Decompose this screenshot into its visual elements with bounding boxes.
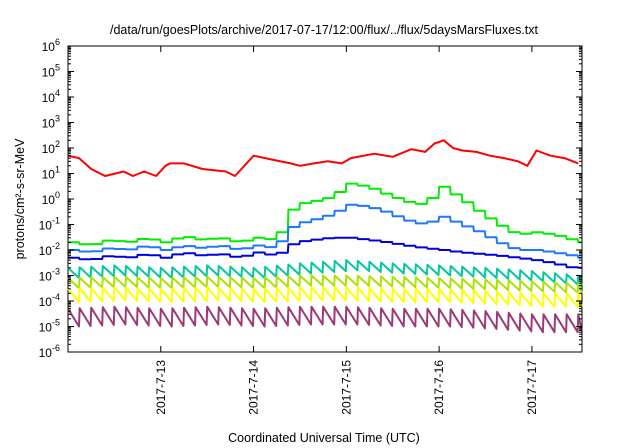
- y-tick-label: 10-6: [39, 343, 60, 360]
- series-line: [67, 274, 583, 294]
- x-axis: 2017-7-13 2017-7-14 2017-7-15 2017-7-16 2017…: [154, 46, 539, 415]
- y-tick-label: 104: [42, 88, 60, 105]
- x-tick-label: 2017-7-15: [339, 360, 353, 415]
- series-line: [67, 305, 583, 334]
- y-tick-label: 102: [42, 139, 60, 156]
- plot-area: 106 105 104 103 102 101 100 10-1 10-2 10-3 10-4 10-…: [39, 37, 583, 415]
- y-tick-label: 103: [42, 114, 60, 131]
- series-line: [67, 286, 583, 308]
- series-line: [68, 236, 582, 269]
- x-tick-label: 2017-7-16: [432, 360, 446, 415]
- series-line: [67, 139, 579, 177]
- series-line: [67, 259, 583, 286]
- y-tick-label: 100: [42, 190, 60, 207]
- y-tick-label: 10-3: [39, 267, 60, 284]
- y-tick-label: 101: [42, 165, 60, 182]
- x-tick-label: 2017-7-17: [525, 360, 539, 415]
- series-layer: [67, 139, 583, 334]
- x-tick-label: 2017-7-13: [154, 360, 168, 415]
- x-axis-title: Coordinated Universal Time (UTC): [228, 431, 420, 445]
- y-axis-title: protons/cm²-s-sr-MeV: [13, 138, 27, 260]
- y-axis: 106 105 104 103 102 101 100 10-1 10-2 10-3 10-4 10-…: [39, 37, 582, 360]
- y-tick-label: 106: [42, 37, 60, 54]
- x-tick-label: 2017-7-14: [247, 360, 261, 415]
- y-tick-label: 10-1: [39, 216, 60, 233]
- y-tick-label: 105: [42, 63, 60, 80]
- y-tick-label: 10-4: [39, 292, 60, 309]
- y-tick-label: 10-2: [39, 241, 60, 258]
- chart-title: /data/run/goesPlots/archive/2017-07-17/1…: [110, 23, 539, 37]
- y-tick-label: 10-5: [39, 318, 60, 335]
- series-line: [68, 182, 582, 246]
- series-line: [68, 203, 582, 259]
